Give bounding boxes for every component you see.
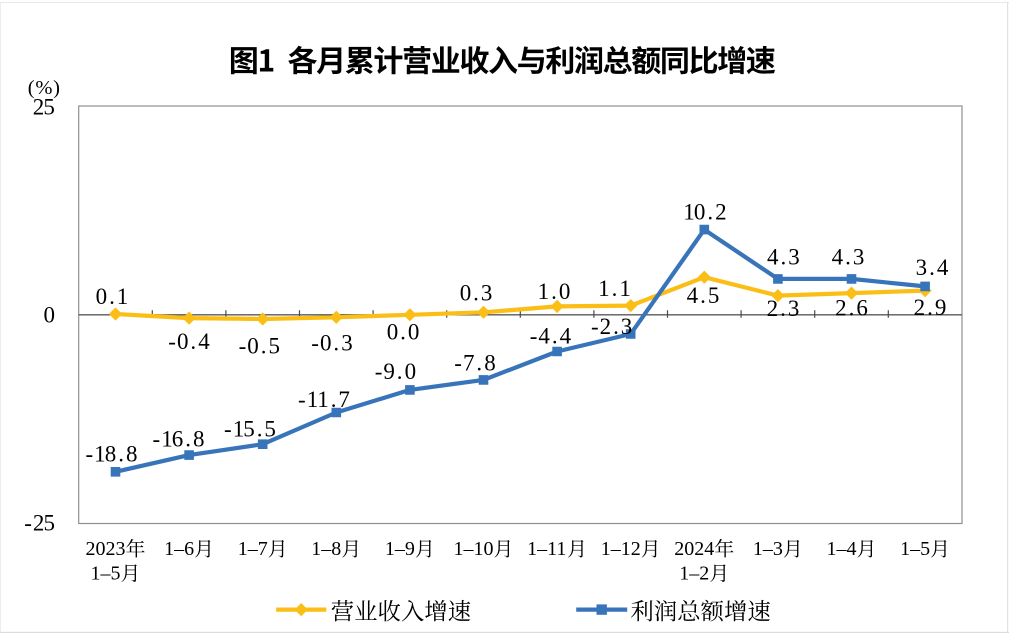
svg-text:2024: 2024 [674,538,714,560]
svg-text:1–9: 1–9 [385,538,415,560]
svg-text:4.5: 4.5 [687,283,720,308]
svg-text:10.2: 10.2 [683,199,726,224]
svg-text:1–11: 1–11 [527,538,566,560]
svg-text:-25: -25 [24,511,55,536]
svg-text:1–5: 1–5 [91,563,121,585]
svg-text:-11.7: -11.7 [298,387,350,412]
svg-text:1–3: 1–3 [753,538,783,560]
svg-text:(%): (%) [28,77,60,99]
svg-text:0.1: 0.1 [96,284,129,309]
svg-text:2.6: 2.6 [835,296,868,321]
svg-text:1–7: 1–7 [238,538,268,560]
svg-text:-15.5: -15.5 [224,417,276,442]
svg-text:4.3: 4.3 [767,245,800,270]
svg-text:25: 25 [33,94,55,119]
svg-text:1–5: 1–5 [900,538,930,560]
svg-text:1–10: 1–10 [454,538,494,560]
svg-text:4.3: 4.3 [832,245,865,270]
svg-text:1–4: 1–4 [827,538,857,560]
svg-text:0.0: 0.0 [387,320,420,345]
svg-text:1–2: 1–2 [679,563,709,585]
svg-text:-18.8: -18.8 [86,441,138,466]
svg-text:2.3: 2.3 [767,296,800,321]
svg-text:1–6: 1–6 [164,538,194,560]
svg-text:1–12: 1–12 [601,538,641,560]
svg-text:0: 0 [44,303,56,328]
svg-text:3.4: 3.4 [916,255,949,280]
svg-text:2.9: 2.9 [914,295,947,320]
svg-text:1–8: 1–8 [311,538,341,560]
svg-text:1.1: 1.1 [598,276,631,301]
svg-text:2023: 2023 [86,538,126,560]
svg-text:0.3: 0.3 [460,281,493,306]
svg-text:1.0: 1.0 [538,279,571,304]
svg-text:-16.8: -16.8 [153,427,205,452]
